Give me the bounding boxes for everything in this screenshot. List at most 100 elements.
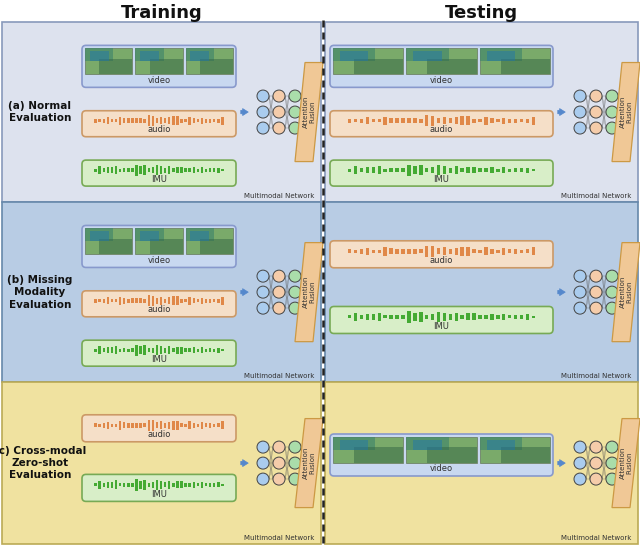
Bar <box>168 298 170 304</box>
Bar <box>99 346 101 354</box>
Bar <box>413 249 417 254</box>
Bar <box>107 167 109 173</box>
Bar <box>407 118 411 123</box>
Text: video: video <box>430 465 453 473</box>
Bar <box>419 249 422 253</box>
Bar <box>383 247 387 256</box>
Bar <box>472 119 476 123</box>
Bar <box>478 314 482 319</box>
FancyBboxPatch shape <box>330 45 553 87</box>
Bar <box>217 118 220 123</box>
Bar <box>188 168 191 172</box>
FancyBboxPatch shape <box>330 160 553 186</box>
Text: Multimodal Network: Multimodal Network <box>561 535 631 541</box>
Circle shape <box>590 457 602 469</box>
Bar <box>135 479 138 491</box>
Circle shape <box>590 473 602 485</box>
Bar <box>221 422 223 429</box>
Bar <box>461 116 464 125</box>
Bar <box>119 349 122 352</box>
Bar <box>486 440 515 450</box>
Bar <box>115 480 117 489</box>
Bar <box>532 316 535 318</box>
FancyBboxPatch shape <box>330 111 553 136</box>
Bar <box>333 49 375 61</box>
Bar <box>148 419 150 431</box>
Bar <box>131 483 134 487</box>
Bar <box>431 168 435 173</box>
Bar <box>490 314 493 320</box>
Bar <box>140 118 142 123</box>
Bar <box>156 118 158 123</box>
Bar <box>348 119 351 122</box>
Bar <box>467 116 470 125</box>
Bar <box>354 250 357 253</box>
Bar <box>131 348 134 352</box>
Bar <box>111 347 113 353</box>
Bar <box>102 299 105 303</box>
Bar <box>209 348 211 353</box>
Bar <box>123 483 125 487</box>
Bar <box>184 483 187 487</box>
Bar <box>365 167 369 173</box>
Bar <box>180 423 182 428</box>
Bar <box>496 250 499 253</box>
Bar <box>150 59 182 74</box>
Bar <box>176 347 179 354</box>
Bar <box>164 299 166 303</box>
Bar <box>119 483 122 486</box>
Bar <box>406 437 477 463</box>
FancyBboxPatch shape <box>82 45 236 87</box>
Bar <box>472 313 476 321</box>
Circle shape <box>590 441 602 453</box>
Bar <box>94 483 97 486</box>
Bar <box>443 117 446 124</box>
Bar <box>348 169 351 171</box>
Bar <box>140 51 159 61</box>
Circle shape <box>590 106 602 118</box>
Bar <box>188 348 191 352</box>
Bar <box>520 250 524 253</box>
Bar <box>490 168 493 173</box>
Bar <box>201 347 203 353</box>
Bar <box>143 345 146 355</box>
Circle shape <box>590 122 602 134</box>
Bar <box>472 250 476 253</box>
Bar <box>99 239 132 254</box>
Bar <box>107 347 109 353</box>
Bar <box>115 424 117 427</box>
Circle shape <box>257 122 269 134</box>
Circle shape <box>574 302 586 314</box>
Bar <box>119 421 122 430</box>
Bar <box>378 312 381 322</box>
Circle shape <box>289 90 301 102</box>
Bar <box>102 483 105 487</box>
Bar <box>131 298 134 303</box>
Bar <box>502 117 506 124</box>
Bar <box>156 165 158 175</box>
Bar <box>413 51 442 61</box>
Bar <box>472 167 476 174</box>
Text: (b) Missing
Modality
Evaluation: (b) Missing Modality Evaluation <box>7 275 73 310</box>
Bar <box>99 481 101 489</box>
Bar <box>123 168 125 172</box>
Circle shape <box>590 302 602 314</box>
Text: IMU: IMU <box>151 175 167 183</box>
Bar <box>378 250 381 253</box>
Polygon shape <box>612 242 640 342</box>
Bar <box>156 298 158 304</box>
Circle shape <box>273 441 285 453</box>
Bar <box>143 299 146 303</box>
Bar <box>180 167 182 174</box>
Bar <box>164 118 166 123</box>
Bar <box>107 422 109 429</box>
Bar <box>168 481 170 489</box>
Text: IMU: IMU <box>151 490 167 499</box>
Bar <box>135 49 164 61</box>
Bar <box>85 49 113 61</box>
Bar <box>119 169 122 171</box>
Bar <box>401 118 404 123</box>
Bar <box>221 117 223 124</box>
Bar <box>406 49 477 74</box>
Polygon shape <box>295 419 323 508</box>
